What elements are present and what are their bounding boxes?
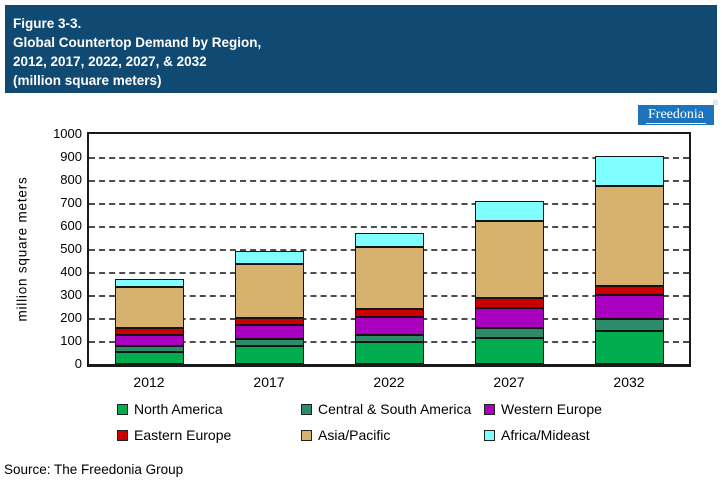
- plot-area: [87, 132, 691, 367]
- legend-swatch-icon: [484, 403, 495, 415]
- y-tick-label: 200: [60, 310, 82, 325]
- source-note: Source: The Freedonia Group: [4, 462, 184, 477]
- bar-segment: [234, 324, 304, 340]
- y-tick-label: 600: [60, 218, 82, 233]
- figure-title: Global Countertop Demand by Region,: [13, 35, 262, 50]
- bar-segment: [354, 232, 424, 247]
- registered-trademark-icon: ®: [712, 100, 718, 107]
- bar-segment: [234, 263, 304, 318]
- bar-segment: [474, 298, 544, 308]
- bar-segment: [114, 327, 184, 335]
- x-tick-label: 2017: [253, 374, 285, 390]
- bar-segment: [594, 295, 664, 320]
- legend-swatch-icon: [117, 403, 128, 415]
- legend-swatch-icon: [301, 403, 312, 415]
- stacked-bar-2012: [114, 134, 184, 364]
- legend-item: Africa/Mideast: [484, 427, 602, 443]
- legend-swatch-icon: [301, 429, 312, 441]
- bar-segment: [354, 316, 424, 336]
- y-tick-label: 300: [60, 287, 82, 302]
- bar-segment: [234, 345, 304, 364]
- stacked-bar-2017: [234, 134, 304, 364]
- y-tick-label: 1000: [53, 126, 82, 141]
- y-tick-label: 900: [60, 149, 82, 164]
- legend-item: Asia/Pacific: [301, 427, 484, 443]
- freedonia-logo: Freedonia ®: [638, 100, 718, 125]
- bar-segment: [234, 339, 304, 346]
- bar-segment: [474, 221, 544, 299]
- legend-swatch-icon: [484, 429, 495, 441]
- bar-segment: [594, 319, 664, 331]
- bar-segment: [594, 185, 664, 286]
- figure-units: (million square meters): [13, 73, 162, 88]
- x-tick-label: 2027: [493, 374, 525, 390]
- legend-label: North America: [134, 401, 223, 417]
- legend-item: Western Europe: [484, 401, 602, 417]
- bar-segment: [594, 285, 664, 295]
- y-tick-label: 700: [60, 195, 82, 210]
- bar-segment: [474, 200, 544, 222]
- x-tick-label: 2022: [373, 374, 405, 390]
- legend-label: Africa/Mideast: [501, 427, 590, 443]
- y-tick-label: 100: [60, 333, 82, 348]
- legend-swatch-icon: [117, 429, 128, 441]
- bar-segment: [594, 330, 664, 364]
- bar-segment: [114, 346, 184, 353]
- legend-item: North America: [117, 401, 301, 417]
- stacked-bar-2027: [474, 134, 544, 364]
- bar-segment: [594, 155, 664, 186]
- gridline: [89, 226, 689, 228]
- legend-label: Asia/Pacific: [318, 427, 391, 443]
- bar-segment: [354, 342, 424, 364]
- bar-segment: [354, 308, 424, 317]
- chart-legend: North America Central & South America West…: [117, 401, 602, 443]
- y-tick-label: 500: [60, 241, 82, 256]
- bar-segment: [114, 287, 184, 328]
- legend-label: Eastern Europe: [134, 427, 232, 443]
- y-tick-label: 800: [60, 172, 82, 187]
- gridline: [89, 203, 689, 205]
- legend-label: Central & South America: [318, 401, 472, 417]
- bar-segment: [474, 328, 544, 338]
- y-tick-label: 0: [74, 356, 82, 371]
- bar-segment: [234, 318, 304, 325]
- legend-item: Eastern Europe: [117, 427, 301, 443]
- legend-label: Western Europe: [501, 401, 602, 417]
- figure-number: Figure 3-3.: [13, 16, 82, 31]
- y-tick-label: 400: [60, 264, 82, 279]
- gridline: [89, 157, 689, 159]
- stacked-bar-2022: [354, 134, 424, 364]
- bar-segment: [114, 278, 184, 288]
- bar-segment: [234, 251, 304, 264]
- gridline: [89, 180, 689, 182]
- freedonia-logo-text: Freedonia: [646, 106, 706, 124]
- x-tick-label: 2012: [133, 374, 165, 390]
- bar-segment: [114, 352, 184, 364]
- bar-segment: [114, 334, 184, 347]
- bar-segment: [354, 246, 424, 309]
- figure-header: Figure 3-3. Global Countertop Demand by …: [5, 5, 717, 93]
- bar-segment: [474, 337, 544, 364]
- stacked-bar-2032: [594, 134, 664, 364]
- x-tick-label: 2032: [613, 374, 645, 390]
- figure-years: 2012, 2017, 2022, 2027, & 2032: [13, 54, 207, 69]
- legend-item: Central & South America: [301, 401, 484, 417]
- bar-segment: [354, 335, 424, 343]
- bar-segment: [474, 307, 544, 329]
